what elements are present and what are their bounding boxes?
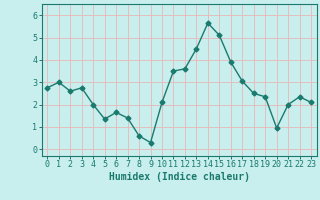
X-axis label: Humidex (Indice chaleur): Humidex (Indice chaleur)	[109, 172, 250, 182]
